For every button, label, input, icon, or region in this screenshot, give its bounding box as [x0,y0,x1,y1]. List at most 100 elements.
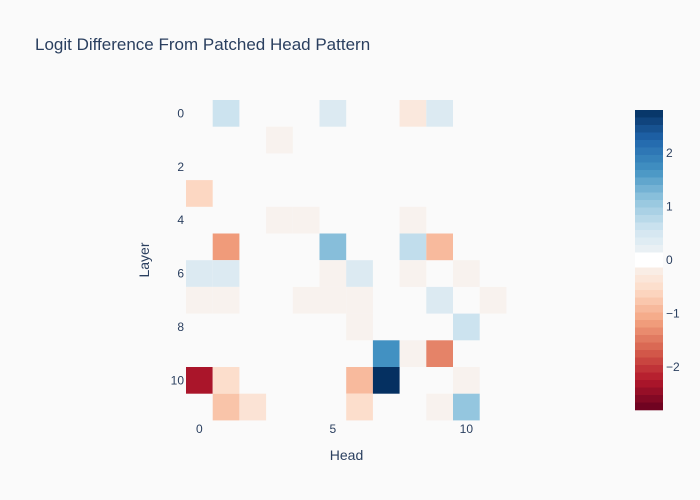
heatmap-cell [399,340,427,367]
heatmap-cell [426,233,453,261]
heatmap-cell [212,286,240,314]
heatmap-cell [346,260,373,287]
colorbar-tick-label: −2 [666,360,680,374]
x-tick-labels: 0 5 10 [196,422,473,436]
colorbar-band [635,147,663,156]
heatmap-cell [399,233,427,261]
y-tick-label: 8 [177,320,184,334]
heatmap-cell [212,233,240,261]
heatmap-cell [399,100,427,127]
x-axis-title: Head [330,447,363,463]
heatmap-cell [372,340,400,367]
heatmap-cell [399,260,427,287]
heatmap-cell [292,206,320,234]
heatmap-cell [346,313,373,341]
heatmap-cell [346,286,373,314]
heatmap-cell [453,313,480,341]
heatmap-cell [212,367,240,394]
colorbar-band [635,350,663,358]
heatmap-cell [319,286,347,314]
colorbar-band [635,245,663,253]
chart-title: Logit Difference From Patched Head Patte… [35,35,370,54]
x-tick-label: 5 [330,422,337,436]
colorbar-band [635,402,663,411]
heatmap-cell [212,260,240,287]
colorbar-band [635,207,663,216]
colorbar-tick-label: 0 [666,253,673,267]
y-tick-label: 10 [171,373,185,387]
colorbar-band [635,215,663,223]
colorbar-band [635,140,663,148]
colorbar-band [635,290,663,298]
colorbar-band [635,275,663,283]
heatmap-cells [186,100,507,421]
y-axis-title: Layer [136,242,152,277]
heatmap-cell [186,260,213,287]
heatmap-cell [479,286,507,314]
heatmap-cell [426,100,453,127]
heatmap-cell [239,393,267,421]
colorbar-band [635,342,663,351]
heatmap-cell [346,393,373,421]
heatmap-cell [426,286,453,314]
heatmap-cell [453,260,480,287]
colorbar-band [635,155,663,163]
colorbar-band [635,222,663,231]
colorbar-band [635,117,663,126]
colorbar-tick-labels: −2 −1 0 1 2 [666,146,680,374]
heatmap-cell [186,286,213,314]
colorbar-band [635,387,663,396]
heatmap-cell [319,100,347,127]
colorbar-band [635,312,663,321]
colorbar-band [635,192,663,201]
colorbar-band [635,267,663,276]
colorbar-band [635,132,663,141]
heatmap-cell [186,180,213,207]
colorbar-tick-label: −1 [666,307,680,321]
colorbar-band [635,110,663,118]
heatmap-cell [266,126,293,154]
heatmap-cell [346,367,373,394]
colorbar-band [635,185,663,193]
colorbar-band [635,297,663,306]
colorbar-band [635,200,663,208]
heatmap-cell [453,393,480,421]
heatmap-cell [212,393,240,421]
colorbar-band [635,320,663,328]
colorbar-band [635,252,663,261]
colorbar-tick-label: 2 [666,146,673,160]
colorbar-band [635,177,663,186]
heatmap-cell [453,367,480,394]
heatmap-cell [319,233,347,261]
colorbar-band [635,335,663,343]
colorbar-band [635,357,663,366]
y-tick-labels: 0 2 4 6 8 10 [171,106,185,387]
heatmap-cell [319,260,347,287]
colorbar [635,110,663,411]
colorbar-band [635,282,663,291]
colorbar-band [635,170,663,178]
y-tick-label: 0 [177,106,184,120]
y-tick-label: 4 [177,213,184,227]
colorbar-band [635,380,663,388]
colorbar-band [635,162,663,171]
colorbar-band [635,327,663,336]
heatmap-cell [426,340,453,367]
x-tick-label: 10 [460,422,474,436]
colorbar-band [635,237,663,246]
heatmap-cell [266,206,293,234]
colorbar-band [635,395,663,403]
heatmap-cell [292,286,320,314]
colorbar-band [635,125,663,133]
colorbar-band [635,230,663,238]
colorbar-band [635,365,663,373]
x-tick-label: 0 [196,422,203,436]
y-tick-label: 2 [177,160,184,174]
colorbar-band [635,305,663,313]
colorbar-band [635,372,663,381]
y-tick-label: 6 [177,267,184,281]
heatmap-cell [372,367,400,394]
colorbar-tick-label: 1 [666,199,673,213]
